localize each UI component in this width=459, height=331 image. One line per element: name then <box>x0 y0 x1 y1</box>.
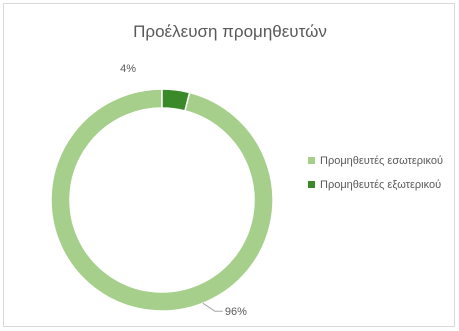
donut-slice-foreign <box>161 88 191 112</box>
leader-line-domestic <box>202 302 223 312</box>
chart-title: Προέλευση προμηθευτών <box>133 22 327 41</box>
chart-frame: Προέλευση προμηθευτών 96% 4% Προμηθευτές … <box>3 3 455 327</box>
legend-item-foreign: Προμηθευτές εξωτερικού <box>308 178 453 192</box>
doughnut-chart: 96% 4% <box>50 63 274 318</box>
legend-label-foreign: Προμηθευτές εξωτερικού <box>320 179 442 191</box>
donut-slice-domestic <box>50 88 274 312</box>
chart-legend: Προμηθευτές εσωτερικού Προμηθευτές εξωτε… <box>308 154 453 202</box>
data-label-domestic: 96% <box>225 306 247 318</box>
legend-swatch-domestic <box>308 157 315 164</box>
data-label-foreign: 4% <box>120 63 136 75</box>
legend-swatch-foreign <box>308 181 315 188</box>
legend-item-domestic: Προμηθευτές εσωτερικού <box>308 154 453 168</box>
legend-label-domestic: Προμηθευτές εσωτερικού <box>320 155 443 167</box>
